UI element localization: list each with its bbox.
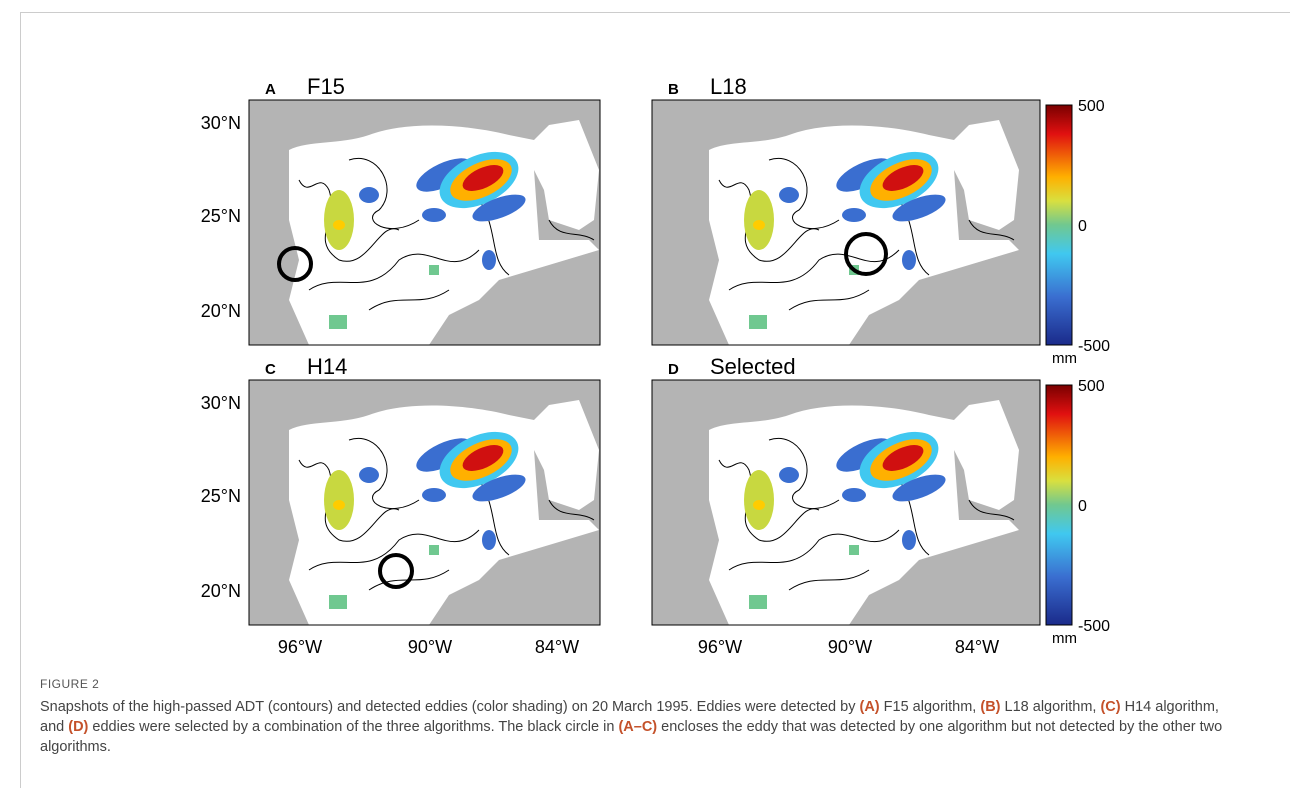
y-axis-label: 25°N — [201, 206, 241, 226]
colorbar-unit: mm — [1052, 350, 1077, 367]
caption-segment: L18 algorithm, — [1001, 699, 1101, 715]
y-axis-label: 30°N — [201, 113, 241, 133]
x-axis-label: 90°W — [408, 637, 452, 657]
caption-segment: F15 algorithm, — [880, 699, 981, 715]
panel-title: Selected — [710, 354, 796, 379]
caption-segment: (A–C) — [618, 719, 657, 735]
caption-segment: (D) — [68, 719, 88, 735]
x-axis-label: 90°W — [828, 637, 872, 657]
colorbar-label: -500 — [1078, 338, 1110, 355]
y-axis-label: 20°N — [201, 581, 241, 601]
colorbar-label: 500 — [1078, 98, 1105, 115]
colorbar — [1046, 385, 1072, 625]
panel-title: L18 — [710, 74, 747, 99]
panel-letter: C — [265, 361, 276, 378]
figure-caption: Snapshots of the high-passed ADT (contou… — [40, 697, 1240, 757]
figure-label: FIGURE 2 — [40, 677, 99, 691]
panel-title: H14 — [307, 354, 347, 379]
panel-letter: D — [668, 361, 679, 378]
x-axis-label: 84°W — [955, 637, 999, 657]
colorbar — [1046, 105, 1072, 345]
panel-title: F15 — [307, 74, 345, 99]
y-axis-label: 25°N — [201, 486, 241, 506]
caption-segment: (C) — [1100, 699, 1120, 715]
caption-segment: (B) — [980, 699, 1000, 715]
panel-letter: B — [668, 81, 679, 98]
y-axis-label: 20°N — [201, 301, 241, 321]
caption-segment: eddies were selected by a combination of… — [88, 719, 618, 735]
colorbar-unit: mm — [1052, 630, 1077, 647]
caption-segment: Snapshots of the high-passed ADT (contou… — [40, 699, 859, 715]
colorbar-label: 0 — [1078, 218, 1087, 235]
colorbar-label: 500 — [1078, 378, 1105, 395]
x-axis-label: 96°W — [698, 637, 742, 657]
x-axis-label: 84°W — [535, 637, 579, 657]
x-axis-label: 96°W — [278, 637, 322, 657]
colorbar-label: -500 — [1078, 618, 1110, 635]
y-axis-label: 30°N — [201, 393, 241, 413]
caption-segment: (A) — [859, 699, 879, 715]
panel-letter: A — [265, 81, 276, 98]
colorbar-label: 0 — [1078, 498, 1087, 515]
